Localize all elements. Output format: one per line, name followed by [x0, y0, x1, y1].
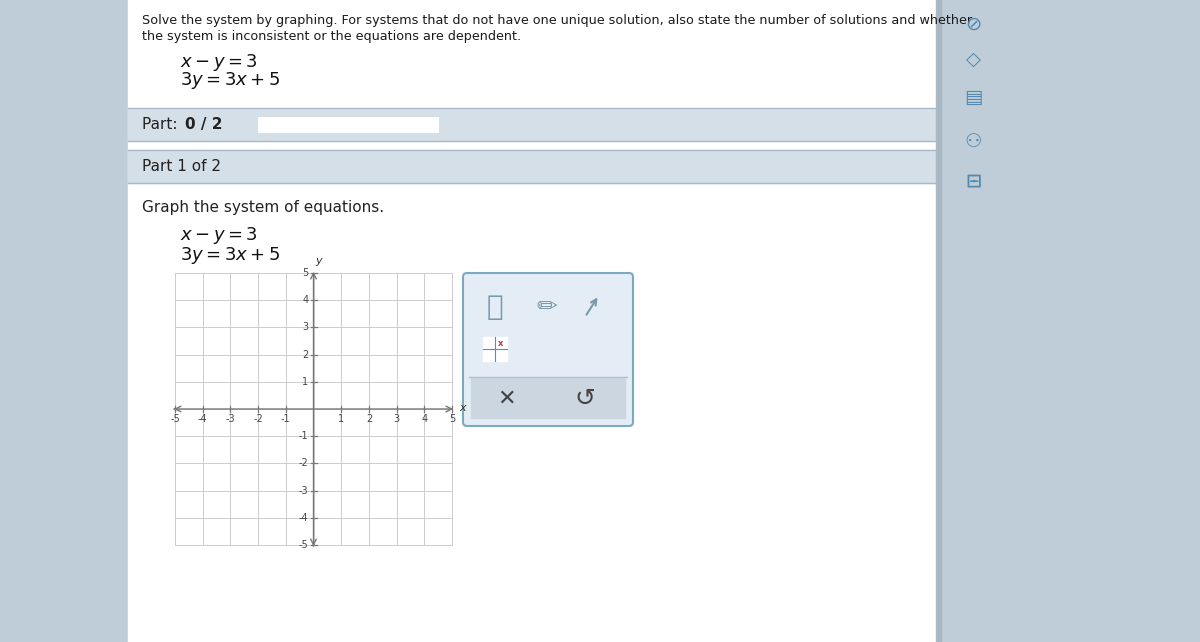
Text: 4: 4	[421, 414, 427, 424]
Text: y: y	[316, 256, 322, 266]
Text: -4: -4	[198, 414, 208, 424]
Text: Part 1 of 2: Part 1 of 2	[142, 159, 221, 174]
Text: -4: -4	[299, 513, 308, 523]
Text: 2: 2	[366, 414, 372, 424]
Text: ▤: ▤	[964, 88, 982, 107]
Text: -3: -3	[226, 414, 235, 424]
Text: x: x	[498, 338, 504, 347]
Text: -1: -1	[299, 431, 308, 441]
Text: ◇: ◇	[966, 50, 980, 69]
Text: $3y=3x+5$: $3y=3x+5$	[180, 245, 281, 266]
Text: ⊡: ⊡	[965, 172, 982, 191]
Text: Part:: Part:	[142, 117, 182, 132]
Text: 5: 5	[449, 414, 455, 424]
Bar	[258, 117, 438, 132]
Bar	[128, 150, 936, 183]
Text: -5: -5	[170, 414, 180, 424]
Text: 4: 4	[302, 295, 308, 305]
Text: ↺: ↺	[575, 387, 595, 411]
Text: 2: 2	[302, 350, 308, 360]
Text: -1: -1	[281, 414, 290, 424]
Bar	[941, 0, 1200, 642]
Text: 1: 1	[338, 414, 344, 424]
Bar	[936, 0, 941, 642]
Text: ⊟: ⊟	[965, 172, 982, 191]
Text: -5: -5	[299, 540, 308, 550]
Text: $x-y=3$: $x-y=3$	[180, 52, 258, 73]
Text: ⬜: ⬜	[487, 293, 503, 321]
Text: 0 / 2: 0 / 2	[185, 117, 222, 132]
Text: the system is inconsistent or the equations are dependent.: the system is inconsistent or the equati…	[142, 30, 521, 43]
Text: ✕: ✕	[498, 389, 516, 409]
Text: 5: 5	[302, 268, 308, 278]
Bar	[128, 108, 936, 141]
Text: Graph the system of equations.: Graph the system of equations.	[142, 200, 384, 215]
Bar	[482, 337, 508, 361]
Bar	[128, 0, 936, 642]
Text: -3: -3	[299, 485, 308, 496]
Text: -2: -2	[253, 414, 263, 424]
Text: x: x	[458, 403, 466, 413]
Text: 3: 3	[302, 322, 308, 333]
Text: 1: 1	[302, 377, 308, 386]
Text: -2: -2	[299, 458, 308, 469]
Text: 3: 3	[394, 414, 400, 424]
Text: Solve the system by graphing. For systems that do not have one unique solution, : Solve the system by graphing. For system…	[142, 14, 972, 27]
Text: ⊘: ⊘	[965, 15, 982, 34]
Text: ⚇: ⚇	[965, 132, 982, 151]
Bar	[470, 378, 625, 418]
FancyBboxPatch shape	[463, 273, 634, 426]
Text: ✏: ✏	[536, 295, 558, 319]
Text: $3y=3x+5$: $3y=3x+5$	[180, 70, 281, 91]
Text: $x-y=3$: $x-y=3$	[180, 225, 258, 246]
Bar	[175, 273, 452, 545]
